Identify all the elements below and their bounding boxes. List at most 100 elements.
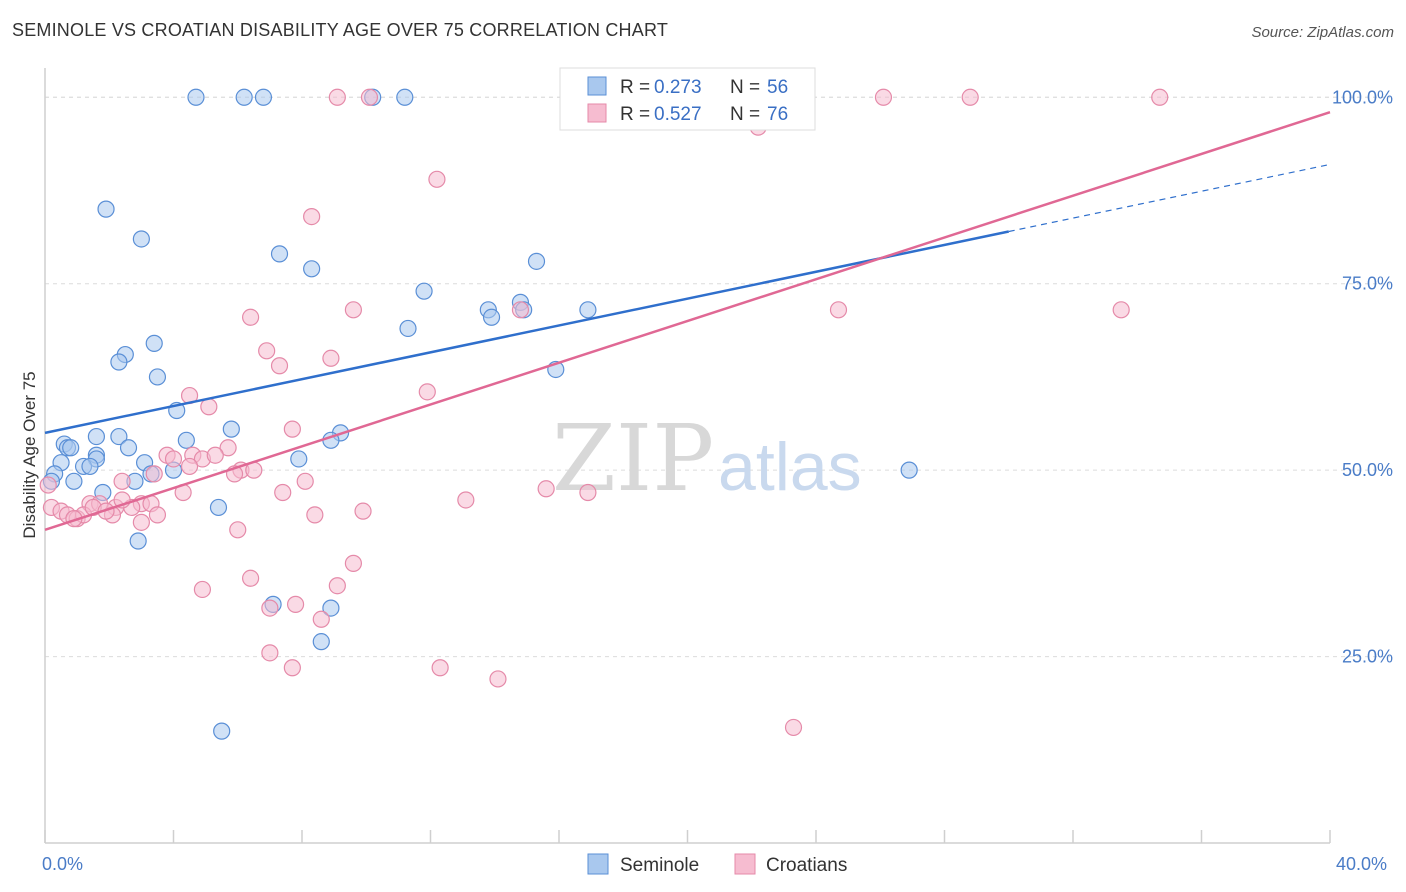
legend-n-label-seminole: N = — [730, 77, 760, 98]
croatians-point-59 — [229, 521, 247, 539]
croatians-point-68 — [283, 659, 301, 677]
trend-lines — [44, 111, 1331, 531]
croatians-point-34 — [537, 480, 555, 498]
bottom-legend-label-seminole: Seminole — [620, 855, 699, 876]
croatians-point-10 — [242, 308, 260, 326]
croatians-point-35 — [579, 483, 597, 502]
seminole-points — [42, 88, 918, 740]
croatians-point-3 — [874, 88, 893, 106]
seminole-point-16 — [399, 319, 417, 338]
seminole-trend-line — [44, 230, 1010, 435]
croatians-point-6 — [428, 170, 446, 188]
y-axis-label: Disability Age Over 75 — [20, 371, 39, 538]
croatians-point-20 — [283, 420, 301, 438]
legend-n-label-croatians: N = — [730, 104, 760, 125]
croatians-point-9 — [344, 301, 362, 319]
x-tick-label-max: 40.0% — [1336, 854, 1387, 874]
croatians-point-33 — [296, 472, 314, 490]
seminole-point-30 — [110, 427, 128, 446]
y-tick-label-75: 75.0% — [1342, 274, 1393, 294]
seminole-point-2 — [254, 88, 273, 106]
croatians-point-62 — [328, 577, 346, 595]
legend-swatch-seminole — [587, 76, 607, 96]
croatians-point-66 — [312, 610, 330, 628]
seminole-point-42 — [290, 450, 308, 468]
watermark-zip: ZIP — [552, 405, 714, 512]
y-tick-labels: 25.0% 50.0% 75.0% 100.0% — [1332, 87, 1393, 666]
chart-source: Source: ZipAtlas.com — [1251, 24, 1394, 41]
croatians-point-63 — [193, 580, 212, 599]
chart-title: SEMINOLE VS CROATIAN DISABILITY AGE OVER… — [12, 20, 669, 40]
x-tick-marks — [44, 830, 1331, 843]
seminole-point-19 — [110, 353, 128, 371]
croatians-point-71 — [784, 718, 803, 737]
seminole-point-0 — [187, 88, 205, 106]
croatians-point-55 — [132, 513, 150, 531]
seminole-point-32 — [62, 439, 80, 457]
legend-swatch-croatians — [587, 103, 607, 123]
croatians-trend-line — [44, 111, 1331, 531]
legend-r-value-croatians: 0.527 — [654, 104, 702, 125]
croatians-point-25 — [206, 446, 224, 464]
croatians-point-70 — [489, 670, 507, 688]
seminole-point-8 — [303, 260, 321, 278]
seminole-point-53 — [900, 461, 918, 479]
seminole-point-12 — [482, 308, 501, 326]
croatians-point-12 — [829, 301, 848, 319]
croatians-point-64 — [261, 599, 279, 617]
croatians-point-27 — [164, 450, 183, 468]
seminole-point-26 — [177, 431, 195, 449]
seminole-point-21 — [148, 368, 167, 386]
legend-n-value-seminole: 56 — [767, 77, 788, 98]
seminole-point-50 — [322, 599, 340, 617]
croatians-point-60 — [344, 554, 362, 572]
croatians-point-5 — [1151, 88, 1169, 106]
croatians-point-30 — [180, 457, 199, 476]
croatians-point-56 — [457, 491, 475, 509]
croatians-point-69 — [431, 659, 449, 677]
bottom-legend-swatch-croatians — [734, 853, 756, 875]
croatians-point-13 — [1112, 301, 1130, 319]
seminole-point-51 — [312, 633, 330, 651]
legend-n-value-croatians: 76 — [767, 104, 788, 125]
croatians-point-22 — [219, 439, 237, 457]
legend-r-label-croatians: R = — [620, 104, 650, 125]
croatians-point-4 — [961, 88, 979, 106]
seminole-point-7 — [270, 245, 289, 263]
seminole-point-29 — [87, 427, 106, 446]
legend-r-value-seminole: 0.273 — [654, 77, 702, 98]
seminole-point-47 — [209, 498, 228, 517]
seminole-point-43 — [65, 472, 83, 490]
croatians-point-61 — [242, 569, 260, 587]
croatians-point-72 — [39, 476, 57, 494]
legend-box: R = 0.273 N = 56 R = 0.527 N = 76 — [559, 67, 816, 131]
x-tick-label-min: 0.0% — [42, 854, 83, 874]
bottom-legend: Seminole Croatians — [587, 853, 847, 876]
seminole-point-15 — [579, 301, 597, 319]
croatians-point-0 — [328, 88, 346, 106]
croatians-point-14 — [258, 342, 276, 360]
watermark-atlas: atlas — [718, 429, 862, 505]
croatians-point-51 — [148, 506, 167, 524]
seminole-point-23 — [222, 420, 240, 438]
seminole-point-5 — [97, 200, 115, 218]
seminole-point-52 — [213, 722, 231, 740]
seminole-point-48 — [129, 532, 147, 550]
seminole-point-17 — [145, 334, 163, 352]
seminole-point-4 — [396, 88, 414, 106]
croatians-point-32 — [113, 472, 131, 490]
y-tick-label-50: 50.0% — [1342, 460, 1393, 480]
croatians-point-1 — [360, 88, 379, 106]
seminole-point-37 — [81, 457, 99, 476]
croatians-point-7 — [303, 208, 321, 226]
y-tick-label-100: 100.0% — [1332, 87, 1393, 107]
bottom-legend-swatch-seminole — [587, 853, 609, 875]
croatians-point-31 — [145, 465, 163, 483]
croatians-point-37 — [274, 483, 292, 502]
legend-r-label-seminole: R = — [620, 77, 650, 98]
croatians-point-57 — [354, 502, 372, 520]
seminole-point-6 — [132, 230, 150, 248]
seminole-trend-extension — [1008, 163, 1331, 233]
bottom-legend-label-croatians: Croatians — [766, 855, 847, 876]
